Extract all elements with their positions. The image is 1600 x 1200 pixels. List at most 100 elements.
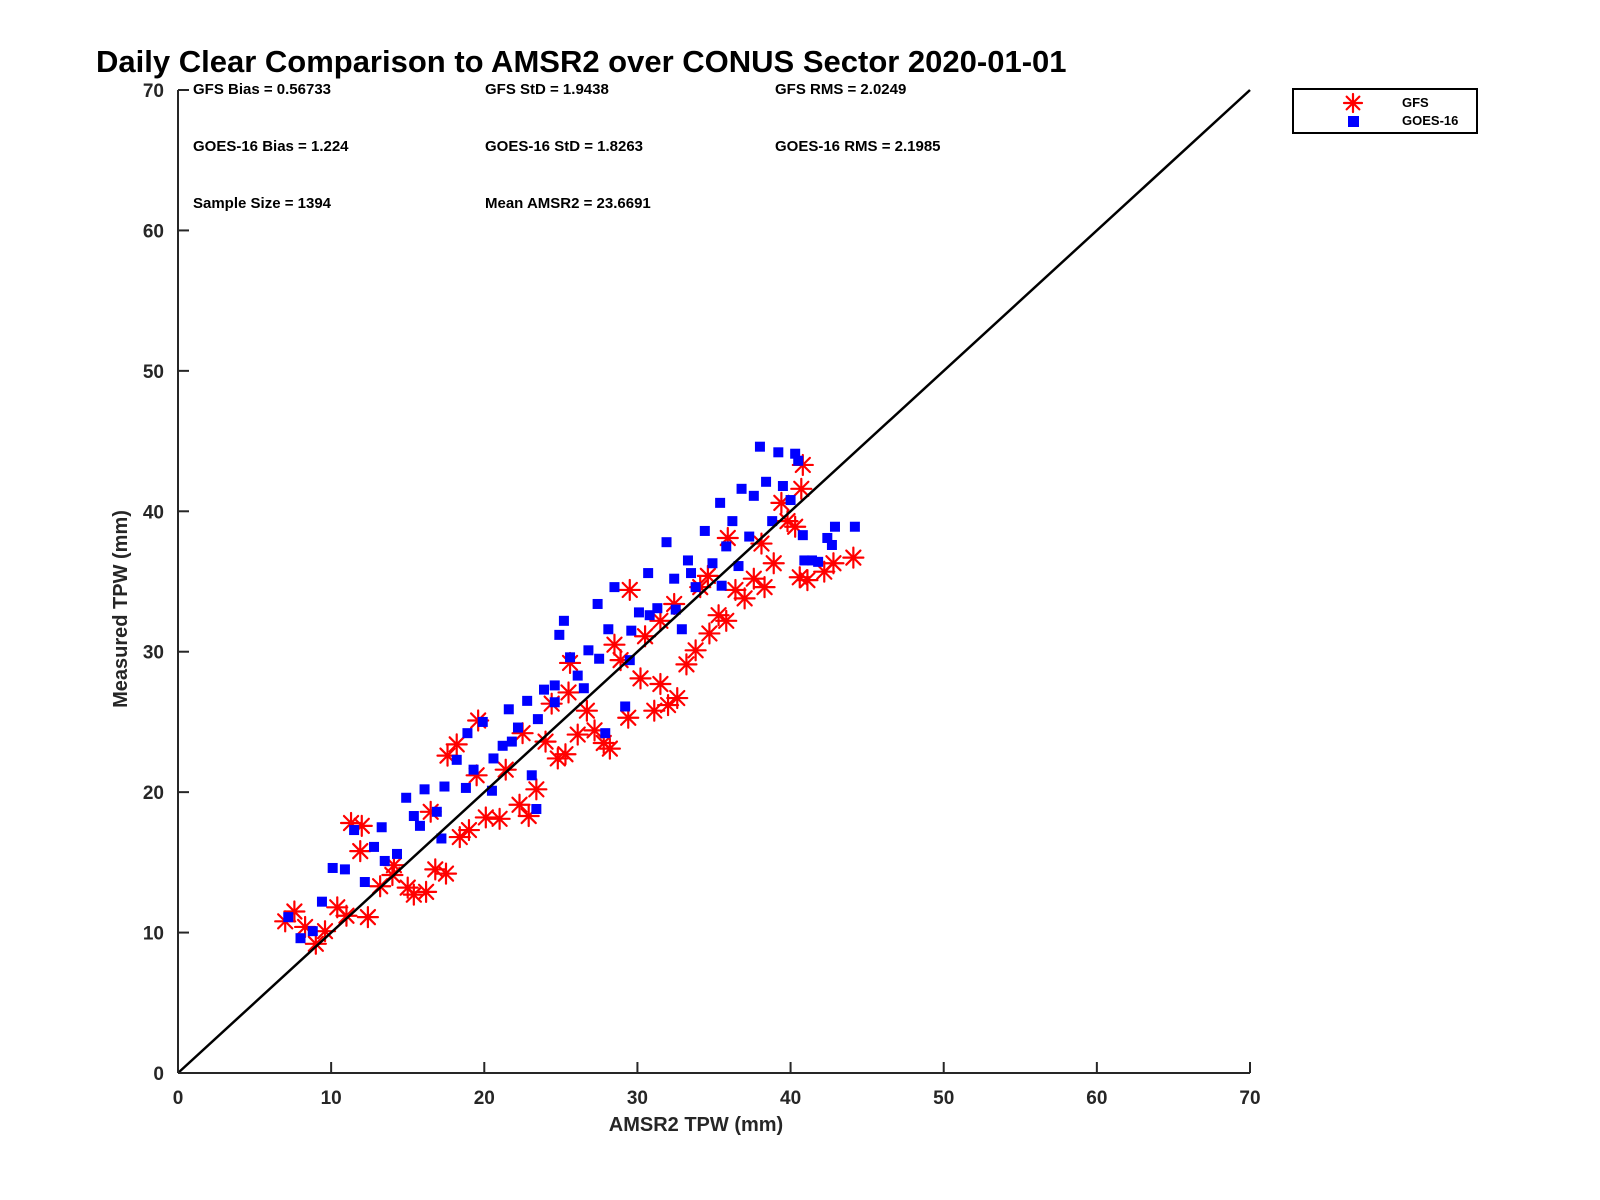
goes16-point (652, 603, 663, 614)
goes16-point (594, 653, 605, 664)
gfs-point (335, 904, 358, 927)
goes16-point (813, 556, 824, 567)
stat-text: Mean AMSR2 = 23.6691 (485, 195, 651, 212)
y-tick-label: 30 (143, 643, 164, 664)
gfs-point (575, 699, 598, 722)
gfs-point (742, 567, 765, 590)
goes16-point (785, 495, 796, 506)
goes16-point (773, 447, 784, 458)
goes16-point (339, 864, 350, 875)
goes16-point (727, 516, 738, 527)
y-tick-label: 50 (143, 362, 164, 383)
goes16-point (686, 568, 697, 579)
x-tick-label: 40 (780, 1088, 801, 1109)
axes: 0 10 20 30 40 50 60 70 0 10 20 30 40 50 60 70 (143, 81, 1261, 1109)
goes16-point (451, 754, 462, 765)
goes16-point (644, 610, 655, 621)
goes16-point (609, 582, 620, 593)
gfs-point (666, 686, 689, 710)
goes16-point (600, 728, 611, 739)
stat-text: GOES-16 RMS = 2.1985 (775, 138, 941, 155)
gfs-point (554, 743, 577, 766)
gfs-point (414, 880, 438, 903)
goes16-point (715, 497, 726, 508)
statistics-annotations: GFS Bias = 0.56733 GFS StD = 1.9438 GFS RM… (193, 81, 941, 212)
goes16-point (797, 530, 808, 541)
goes16-point (283, 912, 294, 923)
goes16-point (307, 926, 318, 937)
goes16-point (748, 490, 759, 501)
goes16-point (754, 441, 765, 452)
goes16-point (578, 683, 589, 694)
goes16-point (721, 541, 732, 552)
gfs-point (675, 653, 698, 676)
goes16-point (826, 539, 837, 550)
plot-area (177, 89, 1251, 1074)
goes16-point (592, 598, 603, 609)
goes16-point (391, 848, 402, 859)
gfs-point (402, 883, 425, 906)
goes16-point (532, 714, 543, 725)
goes16-point (620, 701, 631, 712)
gfs-point (696, 564, 719, 587)
goes16-point (327, 862, 338, 873)
goes16-point (436, 833, 447, 844)
x-tick-label: 20 (474, 1088, 495, 1109)
gfs-point (618, 578, 641, 602)
goes16-point (486, 785, 497, 796)
gfs-point (557, 681, 580, 704)
gfs-point (474, 806, 497, 829)
gfs-point (822, 552, 845, 575)
one-to-one-line (177, 89, 1251, 1074)
chart-title: Daily Clear Comparison to AMSR2 over CON… (96, 44, 1067, 79)
legend-box (1292, 88, 1478, 134)
goes16-point (799, 555, 810, 566)
goes16-point (822, 532, 833, 543)
gfs-point (304, 932, 327, 955)
goes16-point (359, 877, 370, 888)
gfs-point (715, 609, 738, 632)
goes16-point (565, 652, 576, 663)
goes16-point (777, 481, 788, 492)
goes16-point (539, 684, 550, 695)
goes16-point (572, 670, 583, 681)
legend-gfs-asterisk (1342, 92, 1364, 114)
goes16-point (690, 582, 701, 593)
stat-text: GFS RMS = 2.0249 (775, 81, 906, 98)
goes16-point (468, 764, 479, 775)
y-tick-label: 70 (143, 81, 164, 102)
goes16-point (408, 811, 419, 822)
goes16-point (558, 615, 569, 626)
goes16-point (744, 531, 755, 542)
stat-text: GFS Bias = 0.56733 (193, 81, 331, 98)
goes16-point (414, 820, 425, 831)
gfs-point (629, 667, 652, 690)
goes16-point (554, 629, 565, 640)
goes16-point (460, 782, 471, 793)
goes16-point (676, 624, 687, 635)
legend: GFS GOES-16 (1292, 88, 1478, 134)
goes16-point (488, 753, 499, 764)
goes16-point (431, 806, 442, 817)
gfs-point (525, 778, 548, 801)
gfs-point (762, 552, 785, 575)
goes16-point (549, 680, 560, 691)
gfs-point (349, 840, 372, 863)
goes16-point (419, 784, 430, 795)
goes16-point (633, 607, 644, 618)
stat-text: Sample Size = 1394 (193, 195, 332, 212)
gfs-point (517, 804, 540, 828)
goes16-point (807, 555, 818, 566)
legend-gfs-marker (1342, 92, 1364, 114)
goes16-point (699, 525, 710, 536)
legend-goes16-label: GOES-16 (1402, 113, 1458, 128)
goes16-point (716, 580, 727, 591)
x-tick-label: 70 (1239, 1088, 1260, 1109)
goes16-point (477, 716, 488, 727)
legend-goes16-marker (1348, 116, 1359, 127)
goes16-point (522, 695, 533, 706)
goes16-point (583, 645, 594, 656)
gfs-point (842, 546, 865, 569)
goes16-point (526, 770, 537, 781)
